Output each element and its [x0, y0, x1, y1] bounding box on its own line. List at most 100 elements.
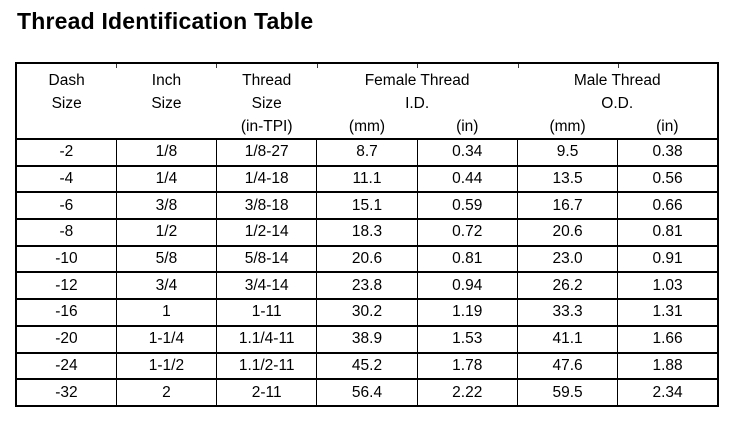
cell-dash-size: -24 [15, 351, 117, 381]
col-header-inch-line1: Inch [151, 72, 182, 89]
cell-thread-size: 1-11 [216, 298, 318, 327]
thread-identification-table: Dash Size Inch Size Thread Size (in-TPI)… [15, 62, 719, 407]
cell-inch-size: 1 [115, 298, 218, 327]
cell-dash-size: -6 [15, 191, 117, 221]
cell-male-od-in: 0.91 [617, 244, 719, 274]
cell-thread-size: 1.1/2-11 [216, 351, 318, 381]
cell-male-od-mm: 41.1 [516, 324, 619, 354]
cell-inch-size: 1/4 [115, 164, 218, 194]
cell-female-id-mm: 18.3 [316, 218, 418, 247]
cell-female-id-in: 0.34 [416, 138, 518, 167]
cell-male-od-in: 1.88 [617, 351, 719, 381]
cell-male-od-mm: 9.5 [516, 138, 619, 167]
cell-male-od-mm: 47.6 [516, 351, 619, 381]
cell-thread-size: 2-11 [216, 378, 318, 407]
cell-dash-size: -8 [15, 218, 117, 247]
table-row: -24 1-1/2 1.1/2-11 45.2 1.78 47.6 1.88 [15, 351, 719, 381]
cell-male-od-mm: 16.7 [516, 191, 619, 221]
cell-inch-size: 2 [115, 378, 218, 407]
cell-male-od-mm: 33.3 [516, 298, 619, 327]
col-header-thread-line3: (in-TPI) [240, 118, 293, 135]
cell-male-od-mm: 20.6 [516, 218, 619, 247]
cell-dash-size: -16 [15, 298, 117, 327]
table-row: -10 5/8 5/8-14 20.6 0.81 23.0 0.91 [15, 244, 719, 274]
cell-dash-size: -12 [15, 271, 117, 301]
cell-male-od-in: 1.31 [617, 298, 719, 327]
male-group-line2: O.D. [601, 95, 634, 112]
cell-female-id-in: 0.94 [416, 271, 518, 301]
cell-dash-size: -10 [15, 244, 117, 274]
cell-thread-size: 3/4-14 [216, 271, 318, 301]
cell-male-od-mm: 13.5 [516, 164, 619, 194]
cell-thread-size: 5/8-14 [216, 244, 318, 274]
cell-male-od-mm: 26.2 [516, 271, 619, 301]
header-column-tick [316, 64, 318, 68]
cell-inch-size: 1-1/2 [115, 351, 218, 381]
cell-female-id-mm: 11.1 [316, 164, 418, 194]
cell-thread-size: 1/2-14 [216, 218, 318, 247]
cell-female-id-mm: 15.1 [316, 191, 418, 221]
cell-female-id-mm: 38.9 [316, 324, 418, 354]
cell-male-od-in: 0.81 [617, 218, 719, 247]
cell-male-od-in: 0.38 [617, 138, 719, 167]
cell-male-od-mm: 59.5 [516, 378, 619, 407]
cell-inch-size: 1/8 [115, 138, 218, 167]
female-group-line1: Female Thread [364, 72, 470, 89]
cell-inch-size: 5/8 [115, 244, 218, 274]
col-header-thread-size: Thread Size (in-TPI) [217, 63, 317, 139]
page-title: Thread Identification Table [17, 8, 314, 34]
header-row-units: (mm) (in) (mm) (in) [16, 115, 718, 140]
cell-male-od-in: 2.34 [617, 378, 719, 407]
cell-male-od-mm: 23.0 [516, 244, 619, 274]
cell-dash-size: -20 [15, 324, 117, 354]
col-header-dash-line1: Dash [48, 72, 85, 89]
cell-female-id-mm: 20.6 [316, 244, 418, 274]
col-header-male-in: (in) [617, 115, 718, 140]
header-column-tick [216, 64, 218, 68]
table-row: -6 3/8 3/8-18 15.1 0.59 16.7 0.66 [15, 191, 719, 221]
cell-male-od-in: 1.66 [617, 324, 719, 354]
cell-female-id-in: 0.72 [416, 218, 518, 247]
col-header-inch-line2: Size [151, 95, 182, 112]
col-header-inch-size: Inch Size [116, 63, 216, 139]
cell-dash-size: -4 [15, 164, 117, 194]
col-header-dash-line2: Size [51, 95, 82, 112]
col-group-male-thread-od: Male Thread O.D. [517, 63, 718, 115]
female-group-line2: I.D. [405, 95, 430, 112]
cell-female-id-mm: 30.2 [316, 298, 418, 327]
cell-female-id-mm: 56.4 [316, 378, 418, 407]
table-row: -2 1/8 1/8-27 8.7 0.34 9.5 0.38 [15, 138, 719, 167]
header-column-tick [115, 64, 117, 68]
cell-thread-size: 1/8-27 [216, 138, 318, 167]
cell-dash-size: -2 [15, 138, 117, 167]
col-header-male-mm: (mm) [517, 115, 618, 140]
cell-inch-size: 3/8 [115, 191, 218, 221]
col-header-female-in: (in) [417, 115, 518, 140]
cell-female-id-mm: 8.7 [316, 138, 418, 167]
cell-dash-size: -32 [15, 378, 117, 407]
header-column-tick [417, 64, 419, 68]
cell-female-id-mm: 45.2 [316, 351, 418, 381]
cell-male-od-in: 0.66 [617, 191, 719, 221]
male-group-line1: Male Thread [573, 72, 661, 89]
col-header-dash-size: Dash Size [16, 63, 116, 139]
table-header: Dash Size Inch Size Thread Size (in-TPI)… [16, 63, 718, 140]
cell-male-od-in: 0.56 [617, 164, 719, 194]
cell-thread-size: 1/4-18 [216, 164, 318, 194]
col-header-female-mm: (mm) [316, 115, 418, 140]
cell-female-id-in: 1.78 [416, 351, 518, 381]
header-column-tick [618, 64, 620, 68]
cell-inch-size: 1-1/4 [115, 324, 218, 354]
col-header-thread-line1: Thread [242, 72, 292, 89]
cell-female-id-mm: 23.8 [316, 271, 418, 301]
cell-thread-size: 3/8-18 [216, 191, 318, 221]
table-row: -8 1/2 1/2-14 18.3 0.72 20.6 0.81 [15, 218, 719, 247]
col-group-female-thread-id: Female Thread I.D. [317, 63, 518, 115]
table-row: -20 1-1/4 1.1/4-11 38.9 1.53 41.1 1.66 [15, 324, 719, 354]
cell-female-id-in: 2.22 [416, 378, 518, 407]
cell-female-id-in: 1.53 [416, 324, 518, 354]
table-body: -2 1/8 1/8-27 8.7 0.34 9.5 0.38 -4 1/4 1… [15, 138, 719, 407]
cell-inch-size: 1/2 [115, 218, 218, 247]
cell-thread-size: 1.1/4-11 [216, 324, 318, 354]
